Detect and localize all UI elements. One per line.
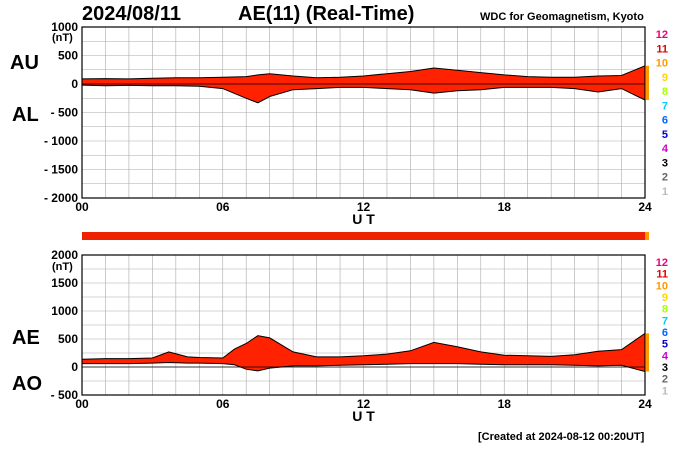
station-count-label: 12 — [656, 257, 668, 269]
x-axis-label: U T — [352, 211, 375, 227]
chart-title: AE(11) (Real-Time) — [238, 3, 415, 25]
station-count-label: 8 — [662, 304, 668, 316]
x-tick-label: 18 — [498, 397, 512, 411]
data-source-label: WDC for Geomagnetism, Kyoto — [480, 11, 644, 23]
station-count-label: 5 — [662, 129, 668, 141]
lower-envelope-line — [81, 84, 646, 104]
station-status-bar-end — [645, 232, 649, 240]
lower-envelope-line — [82, 361, 646, 372]
y-tick-label: 500 — [58, 49, 78, 63]
upper-envelope-line — [81, 65, 646, 80]
y-tick-label: 500 — [58, 332, 78, 346]
top-unit-label: (nT) — [52, 32, 73, 44]
x-tick-label: 06 — [216, 397, 230, 411]
created-timestamp: [Created at 2024-08-12 00:20UT] — [478, 431, 645, 443]
x-tick-label: 12 — [357, 397, 371, 411]
y-tick-label: 0 — [71, 77, 78, 91]
plot-frame — [81, 26, 646, 199]
y-tick-label: 1000 — [51, 304, 78, 318]
station-count-label: 9 — [662, 292, 668, 304]
x-tick-label: 06 — [216, 200, 230, 214]
station-count-label: 3 — [662, 157, 668, 169]
y-tick-label: 0 — [71, 360, 78, 374]
upper-envelope-line — [81, 332, 646, 360]
x-axis-label: U T — [352, 408, 375, 424]
x-tick-label: 18 — [498, 200, 512, 214]
station-count-label: 1 — [662, 385, 668, 397]
station-count-label: 2 — [662, 172, 668, 184]
station-count-label: 6 — [662, 327, 668, 339]
date-label: 2024/08/11 — [82, 3, 181, 25]
station-count-label: 10 — [656, 280, 668, 292]
station-count-label: 6 — [662, 115, 668, 127]
station-count-label: 3 — [662, 362, 668, 374]
y-tick-label: - 2000 — [44, 191, 78, 205]
top-station-count-legend: 12 11 10 9 8 7 6 5 4 3 2 1 — [646, 29, 669, 198]
station-count-label: 12 — [656, 29, 668, 41]
plot-frame — [81, 254, 646, 396]
station-count-label: 7 — [662, 315, 668, 327]
station-count-label: 7 — [662, 100, 668, 112]
x-tick-label: 24 — [638, 200, 652, 214]
current-status-strip — [646, 65, 649, 100]
station-count-label: 5 — [662, 339, 668, 351]
current-status-strip — [646, 333, 649, 372]
station-count-label: 2 — [662, 374, 668, 386]
bottom-unit-label: (nT) — [52, 261, 73, 273]
y-tick-label: - 500 — [51, 106, 79, 120]
y-tick-label: 1500 — [51, 276, 78, 290]
station-count-label: 11 — [656, 269, 668, 281]
y-tick-label: - 500 — [51, 388, 79, 402]
station-count-label: 11 — [656, 43, 668, 55]
ae-label: AE — [12, 327, 40, 349]
station-count-label: 4 — [662, 350, 669, 362]
al-label: AL — [12, 104, 39, 126]
au-label: AU — [10, 52, 39, 74]
x-tick-label: 24 — [638, 397, 652, 411]
x-tick-label: 00 — [75, 200, 89, 214]
ao-label: AO — [12, 373, 42, 395]
y-tick-label: 2000 — [51, 248, 78, 262]
station-count-label: 9 — [662, 72, 668, 84]
x-tick-label: 12 — [357, 200, 371, 214]
y-tick-label: 1000 — [51, 20, 78, 34]
station-count-label: 8 — [662, 86, 668, 98]
y-tick-label: - 1500 — [44, 163, 78, 177]
station-count-label: 1 — [662, 186, 668, 198]
x-tick-label: 00 — [75, 397, 89, 411]
index-band-area — [82, 333, 645, 372]
station-status-bar — [82, 232, 645, 240]
y-tick-label: - 1000 — [44, 134, 78, 148]
station-count-label: 4 — [662, 143, 669, 155]
station-count-label: 10 — [656, 58, 668, 70]
